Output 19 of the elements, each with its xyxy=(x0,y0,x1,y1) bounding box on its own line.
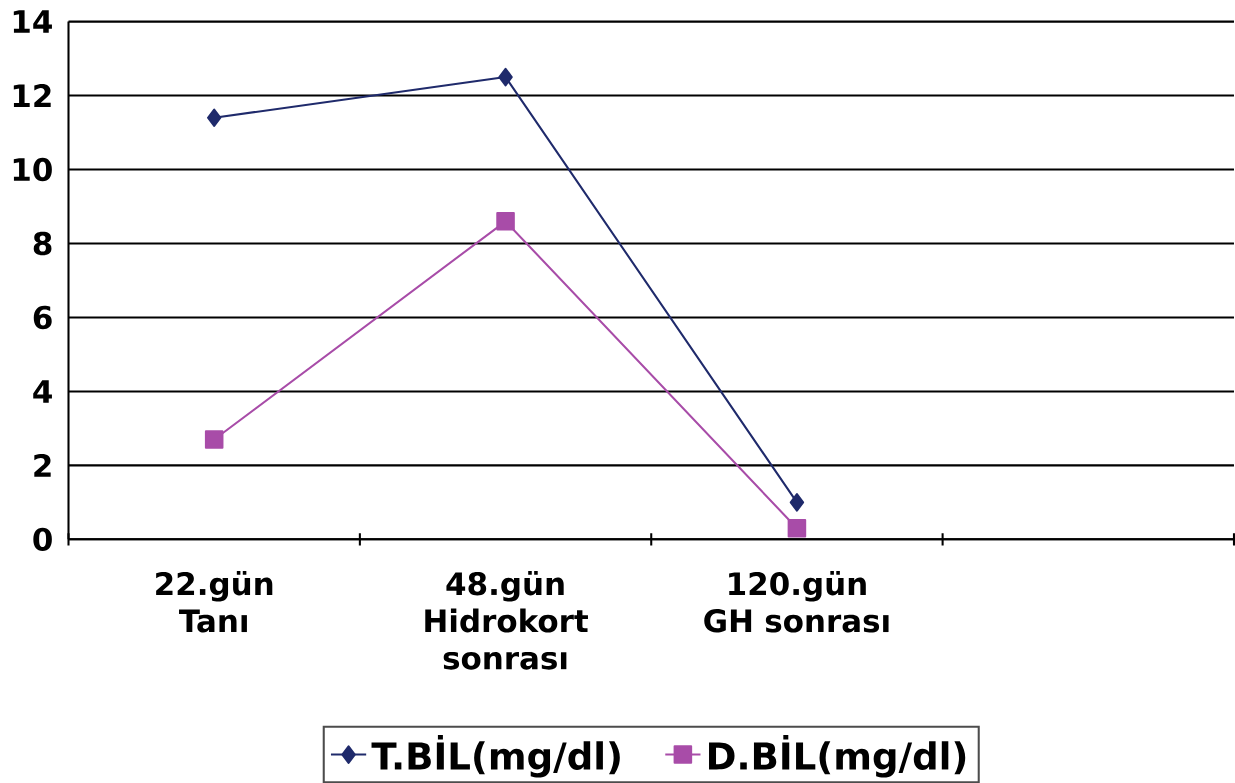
y-tick-label: 6 xyxy=(33,305,52,329)
point xyxy=(498,67,513,87)
point xyxy=(787,518,807,538)
y-tick-label: 4 xyxy=(33,379,52,403)
y-tick-label: 10 xyxy=(13,157,52,182)
y-tick-label: 0 xyxy=(33,527,52,551)
point xyxy=(206,108,222,127)
y-tick-label: 14 xyxy=(13,10,52,33)
legend-label: T.BİL(mg/dl) xyxy=(371,734,620,778)
x-tick-label: 48.gün Hidrokort sonrası xyxy=(425,570,588,670)
y-tick-label: 2 xyxy=(34,453,51,477)
x-tick-label: 22.gün Tanı xyxy=(156,570,273,633)
point xyxy=(789,492,805,512)
x-tick-label: 120.gün GH sonrası xyxy=(704,570,889,633)
y-tick-label: 8 xyxy=(33,231,52,256)
point xyxy=(496,211,515,231)
point xyxy=(204,430,224,449)
legend-label: D.BİL(mg/dl) xyxy=(709,734,966,778)
y-tick-label: 12 xyxy=(13,83,51,107)
